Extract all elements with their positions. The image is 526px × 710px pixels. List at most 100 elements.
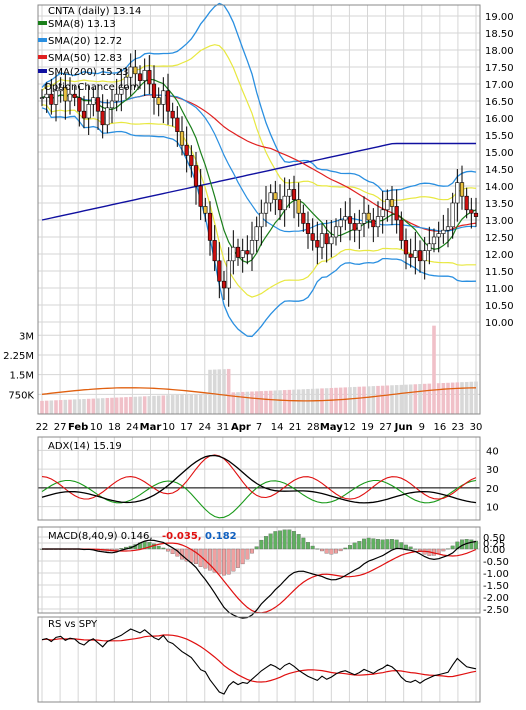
volume-bar xyxy=(343,387,348,414)
x-tick-label: 27 xyxy=(54,422,67,433)
panel-frame-2 xyxy=(37,526,481,614)
volume-bar xyxy=(464,381,469,414)
candle-body xyxy=(81,110,87,119)
volume-bar xyxy=(119,397,124,414)
candle-body xyxy=(114,93,119,102)
candle-body xyxy=(450,202,455,228)
price-tick-label: 13.50 xyxy=(485,199,514,210)
macd-hist-bar xyxy=(338,548,343,552)
volume-bar xyxy=(446,382,450,414)
volume-bar xyxy=(469,381,474,414)
macd-hist-bar xyxy=(408,546,413,550)
macd-hist-bar xyxy=(404,544,408,550)
candle-body xyxy=(436,233,441,238)
candle-body xyxy=(459,182,465,197)
legend-sma50: SMA(50) 12.83 xyxy=(48,53,122,64)
macd-tick-label: 0.00 xyxy=(483,545,505,556)
candle-body xyxy=(329,236,334,245)
x-tick-label: May xyxy=(320,422,343,433)
candle-body xyxy=(133,66,138,75)
volume-bar xyxy=(63,399,68,414)
price-tick-label: 16.50 xyxy=(485,97,514,108)
candle-body xyxy=(431,236,437,245)
macd-hist-bar xyxy=(376,539,380,550)
legend-swatch-sma20 xyxy=(38,38,47,42)
volume-bar xyxy=(254,391,259,414)
macd-hist-bar xyxy=(352,542,357,550)
macd-hist-bar xyxy=(236,548,240,568)
volume-bar xyxy=(54,400,58,414)
candle-body xyxy=(240,250,245,258)
volume-bar xyxy=(296,389,301,414)
candle-body xyxy=(72,93,77,98)
volume-bar xyxy=(170,395,175,414)
volume-bar xyxy=(180,394,184,414)
candle-body xyxy=(254,226,259,241)
di-plus-line xyxy=(41,479,477,519)
candle-body xyxy=(417,250,423,262)
sma8-line xyxy=(41,78,477,264)
candle-body xyxy=(63,87,68,102)
candle-body xyxy=(375,216,381,228)
volume-bar xyxy=(44,400,49,414)
candle-body xyxy=(301,212,306,224)
x-tick-label: 28 xyxy=(307,422,320,433)
volume-tick-label: 750K xyxy=(8,390,34,401)
volume-bar xyxy=(96,398,100,414)
candle-body xyxy=(184,144,189,156)
legend-swatch-sma200 xyxy=(38,69,47,73)
volume-bar xyxy=(376,385,380,414)
volume-bar xyxy=(222,369,226,414)
macd-hist-bar xyxy=(278,530,282,550)
macd-hist-bar xyxy=(296,534,301,550)
candle-body xyxy=(343,216,348,221)
volume-bar xyxy=(390,385,394,414)
candle-body xyxy=(91,97,96,105)
macd-hist-bar xyxy=(259,539,264,550)
candle-body xyxy=(305,223,311,234)
macd-hist-bar xyxy=(320,548,324,552)
candle-body xyxy=(408,253,413,258)
volume-bar xyxy=(432,325,436,414)
bollinger-mid-band xyxy=(41,44,477,202)
candle-body xyxy=(469,209,474,214)
volume-bar xyxy=(385,385,390,414)
x-tick-label: 7 xyxy=(256,422,262,433)
volume-bar xyxy=(184,394,189,414)
volume-bar xyxy=(138,396,142,414)
candle-body xyxy=(249,240,255,255)
candle-body xyxy=(319,233,325,248)
bollinger-lower xyxy=(41,107,477,338)
macd-hist-bar xyxy=(366,537,371,550)
candle-body xyxy=(245,250,250,255)
macd-line xyxy=(42,539,477,619)
candle-body xyxy=(366,212,371,221)
candle-body xyxy=(333,226,339,238)
candle-body xyxy=(221,280,227,289)
macd-hist-bar xyxy=(380,539,385,550)
price-tick-label: 14.00 xyxy=(485,182,514,193)
candle-body xyxy=(315,240,320,248)
volume-bar xyxy=(124,397,128,414)
macd-hist-bar xyxy=(450,545,455,550)
candle-body xyxy=(445,226,451,231)
candle-body xyxy=(455,182,460,204)
volume-bar xyxy=(264,390,268,414)
x-tick-label: 10 xyxy=(162,422,175,433)
x-tick-label: 21 xyxy=(289,422,302,433)
candle-body xyxy=(231,246,236,262)
volume-bar xyxy=(226,368,231,414)
candle-body xyxy=(105,107,110,126)
macd-label-signal: -0.035, xyxy=(162,531,202,542)
price-tick-label: 18.50 xyxy=(485,29,514,40)
price-tick-label: 17.00 xyxy=(485,80,514,91)
volume-bar xyxy=(77,399,82,414)
macd-hist-bar xyxy=(306,542,310,550)
legend-sma20: SMA(20) 12.72 xyxy=(48,36,122,47)
macd-hist-bar xyxy=(287,529,292,550)
macd-tick-label: -0.50 xyxy=(483,557,509,568)
x-tick-label: 17 xyxy=(180,422,193,433)
candle-body xyxy=(212,240,217,262)
candle-body xyxy=(217,260,222,282)
